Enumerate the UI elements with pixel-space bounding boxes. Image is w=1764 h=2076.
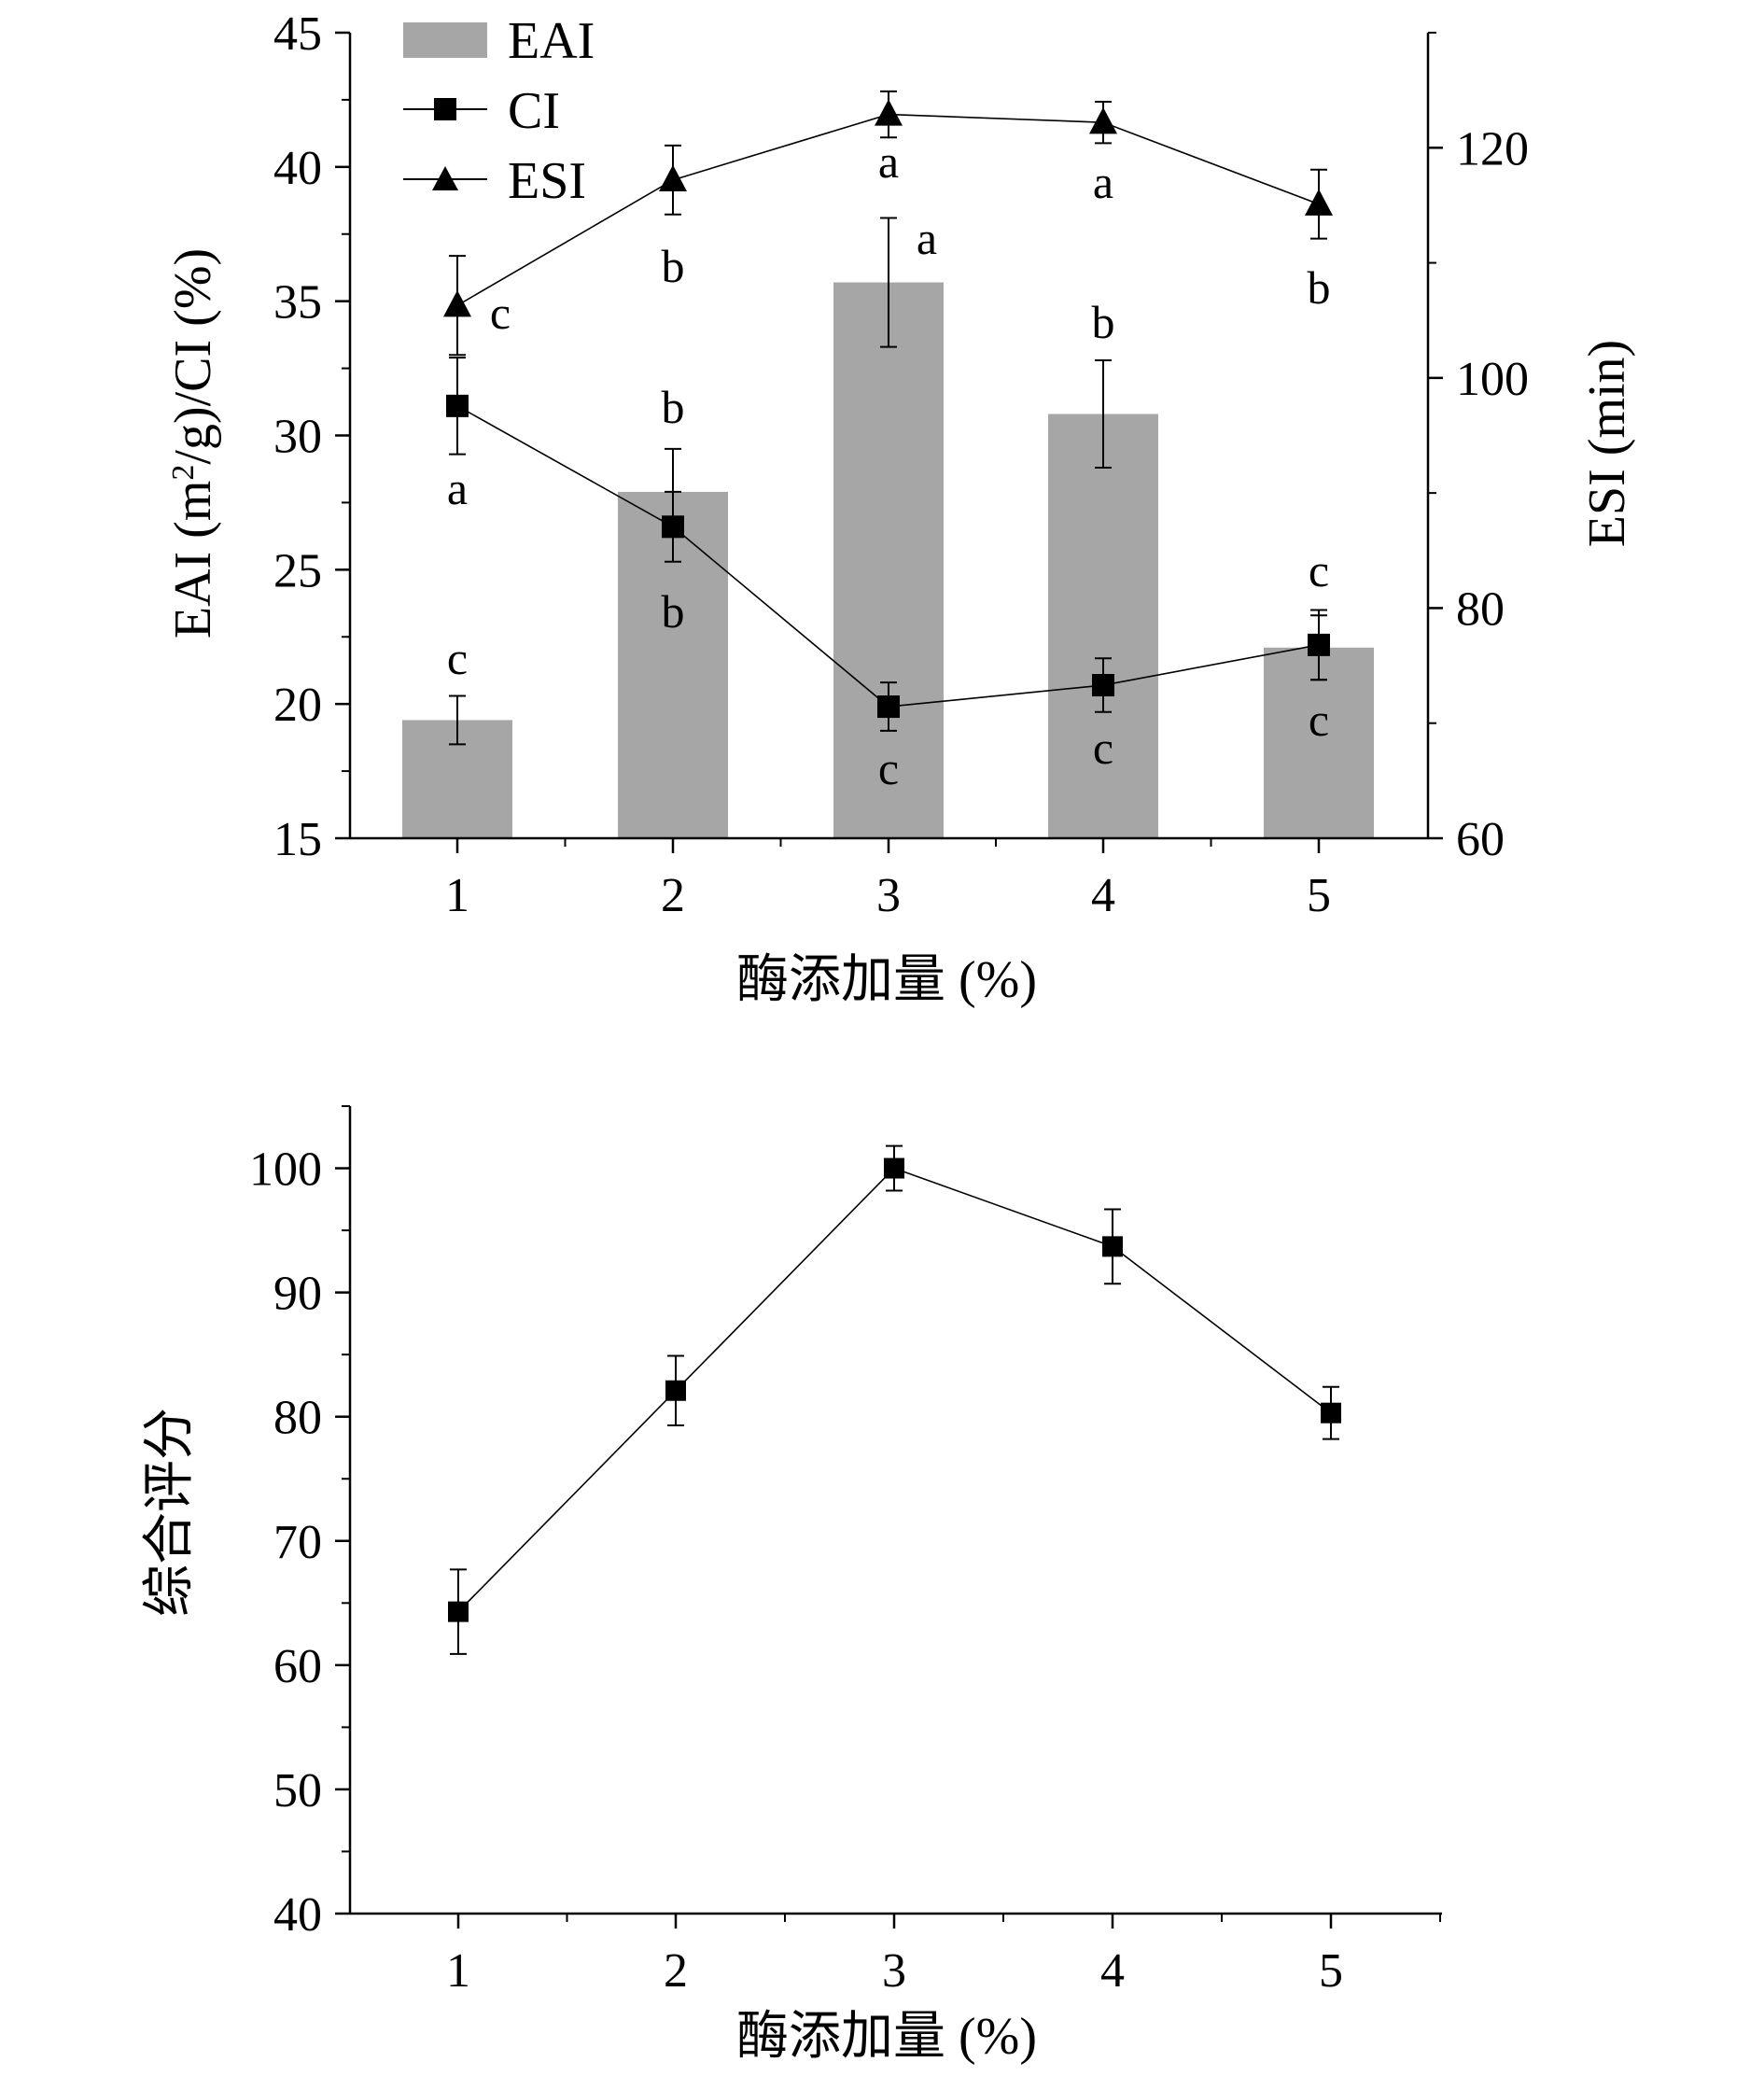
chart-bottom: 40 50 60 70 80 90 100 1 2 3 4 5 综合评分 酶添加量 (%) xyxy=(141,1105,1442,2066)
x-tick-label: 3 xyxy=(876,869,901,922)
eai-bar xyxy=(833,282,944,838)
eai-significance-label: c xyxy=(447,632,468,684)
y-tick-label: 25 xyxy=(273,544,322,597)
x-tick-label: 1 xyxy=(446,1944,470,1998)
y-tick-label: 45 xyxy=(273,7,322,61)
y-tick-label: 20 xyxy=(273,679,322,732)
esi-significance-label: a xyxy=(1093,156,1113,208)
esi-point xyxy=(443,289,471,317)
x-tick-label: 5 xyxy=(1307,869,1331,922)
score-point xyxy=(884,1157,904,1179)
y-tick-label: 70 xyxy=(273,1516,322,1569)
esi-point xyxy=(1089,106,1117,134)
ci-significance-label: c xyxy=(1093,722,1113,774)
eai-error-bar xyxy=(449,694,466,746)
legend-eai-swatch xyxy=(403,22,487,58)
ci-point xyxy=(1092,674,1114,697)
eai-error-bar xyxy=(880,217,897,348)
ci-significance-label: c xyxy=(1309,694,1329,746)
chart-bottom-line xyxy=(448,1144,1341,1655)
eai-significance-label: b xyxy=(662,381,685,433)
x-tick-label: 3 xyxy=(882,1944,906,1998)
y-tick-label: 30 xyxy=(273,411,322,464)
eai-significance-label: b xyxy=(1092,296,1115,348)
y2-tick-label: 120 xyxy=(1456,122,1529,175)
y-tick-label: 50 xyxy=(273,1764,322,1817)
legend-ci-label: CI xyxy=(508,82,560,140)
score-point xyxy=(665,1380,686,1401)
esi-significance-label: a xyxy=(878,135,899,188)
y-tick-label: 35 xyxy=(273,276,322,330)
y2-tick-label: 80 xyxy=(1456,582,1505,636)
ci-significance-label: a xyxy=(447,462,468,514)
bottom-y-axis-title: 综合评分 xyxy=(141,1408,199,1617)
y-tick-label: 40 xyxy=(273,1888,322,1942)
y-tick-label: 90 xyxy=(273,1268,322,1321)
y-tick-label: 100 xyxy=(249,1143,322,1197)
ci-significance-label: c xyxy=(878,742,899,794)
top-y-axis-title: EAI (m2/g)/CI (%) xyxy=(164,248,222,638)
top-x-axis-title: 酶添加量 (%) xyxy=(736,951,1037,1009)
y-tick-label: 40 xyxy=(273,142,322,195)
legend-esi-marker xyxy=(432,166,458,190)
legend-esi-label: ESI xyxy=(508,152,586,210)
legend: EAI CI ESI xyxy=(403,12,595,210)
eai-significance-label: a xyxy=(917,212,937,264)
y2-tick-label: 100 xyxy=(1456,353,1529,406)
score-line xyxy=(457,1167,1332,1613)
eai-significance-label: c xyxy=(1309,544,1329,596)
ci-point xyxy=(446,394,469,417)
x-tick-label: 2 xyxy=(664,1944,688,1998)
esi-significance-label: c xyxy=(490,287,511,339)
y-tick-label: 80 xyxy=(273,1392,322,1445)
esi-point xyxy=(875,99,903,126)
ci-point xyxy=(877,695,900,719)
x-tick-label: 4 xyxy=(1100,1944,1125,1998)
y-tick-label: 60 xyxy=(273,1640,322,1693)
esi-significance-label: b xyxy=(1308,261,1331,314)
esi-point xyxy=(659,164,687,191)
y-tick-label: 15 xyxy=(273,813,322,866)
legend-eai-label: EAI xyxy=(508,12,595,70)
x-tick-label: 5 xyxy=(1319,1944,1343,1998)
x-tick-label: 4 xyxy=(1091,869,1115,922)
score-point xyxy=(1102,1236,1123,1257)
esi-point xyxy=(1305,189,1333,216)
top-y2-axis-title: ESI (min) xyxy=(1578,340,1636,547)
esi-significance-label: b xyxy=(662,240,685,292)
ci-point xyxy=(662,515,684,539)
eai-bar xyxy=(1048,414,1158,838)
chart-top-lines xyxy=(443,90,1333,732)
bottom-x-axis-title: 酶添加量 (%) xyxy=(736,2008,1037,2066)
ci-point xyxy=(1308,633,1330,656)
legend-ci-marker xyxy=(434,98,456,120)
x-tick-label: 2 xyxy=(661,869,685,922)
chart-bottom-axes: 40 50 60 70 80 90 100 1 2 3 4 5 xyxy=(249,1105,1442,1998)
score-point xyxy=(448,1601,469,1622)
score-point xyxy=(1321,1402,1341,1424)
eai-error-bar xyxy=(1095,358,1112,470)
x-tick-label: 1 xyxy=(445,869,469,922)
eai-bars-group xyxy=(402,217,1374,838)
y2-tick-label: 60 xyxy=(1456,813,1505,866)
ci-significance-label: b xyxy=(662,585,685,638)
